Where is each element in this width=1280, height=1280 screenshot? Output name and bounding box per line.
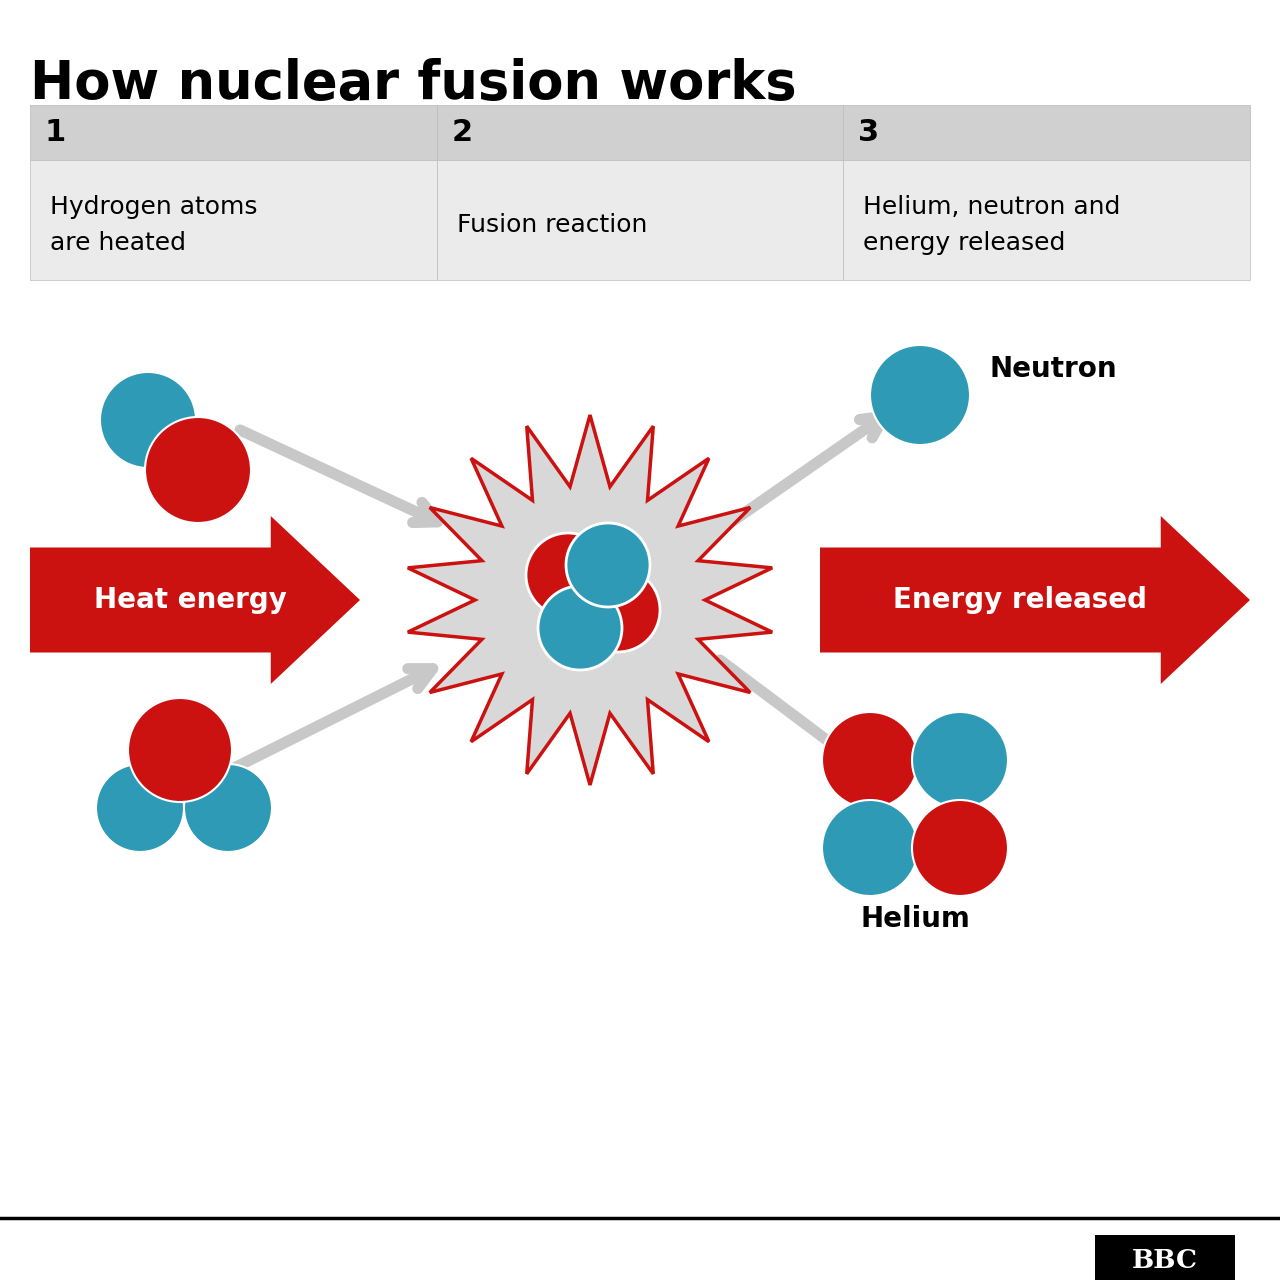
- Text: Hydrogen atoms
are heated: Hydrogen atoms are heated: [50, 196, 257, 255]
- Polygon shape: [29, 516, 360, 684]
- FancyBboxPatch shape: [844, 105, 1251, 160]
- FancyBboxPatch shape: [29, 105, 436, 160]
- Polygon shape: [408, 415, 772, 785]
- Text: Heat energy: Heat energy: [93, 586, 287, 614]
- Circle shape: [538, 586, 622, 669]
- FancyBboxPatch shape: [29, 160, 436, 280]
- Circle shape: [870, 346, 970, 445]
- Circle shape: [128, 698, 232, 803]
- Circle shape: [576, 568, 660, 652]
- Text: Helium: Helium: [860, 905, 970, 933]
- Circle shape: [96, 764, 184, 852]
- Text: Fusion reaction: Fusion reaction: [457, 212, 648, 237]
- FancyBboxPatch shape: [1094, 1235, 1235, 1280]
- Text: 2: 2: [452, 118, 472, 147]
- Text: How nuclear fusion works: How nuclear fusion works: [29, 58, 796, 110]
- Circle shape: [100, 372, 196, 468]
- Circle shape: [526, 532, 611, 617]
- Circle shape: [184, 764, 273, 852]
- FancyBboxPatch shape: [844, 160, 1251, 280]
- Text: Energy released: Energy released: [893, 586, 1147, 614]
- Text: 1: 1: [45, 118, 67, 147]
- Circle shape: [911, 712, 1009, 808]
- Circle shape: [145, 417, 251, 524]
- Text: BBC: BBC: [1132, 1248, 1198, 1272]
- Text: Helium, neutron and
energy released: Helium, neutron and energy released: [863, 196, 1121, 255]
- FancyBboxPatch shape: [436, 105, 844, 160]
- Circle shape: [822, 800, 918, 896]
- Circle shape: [911, 800, 1009, 896]
- Text: Neutron: Neutron: [989, 355, 1117, 383]
- FancyBboxPatch shape: [436, 160, 844, 280]
- Circle shape: [566, 524, 650, 607]
- Text: 3: 3: [859, 118, 879, 147]
- Circle shape: [822, 712, 918, 808]
- Polygon shape: [820, 516, 1251, 684]
